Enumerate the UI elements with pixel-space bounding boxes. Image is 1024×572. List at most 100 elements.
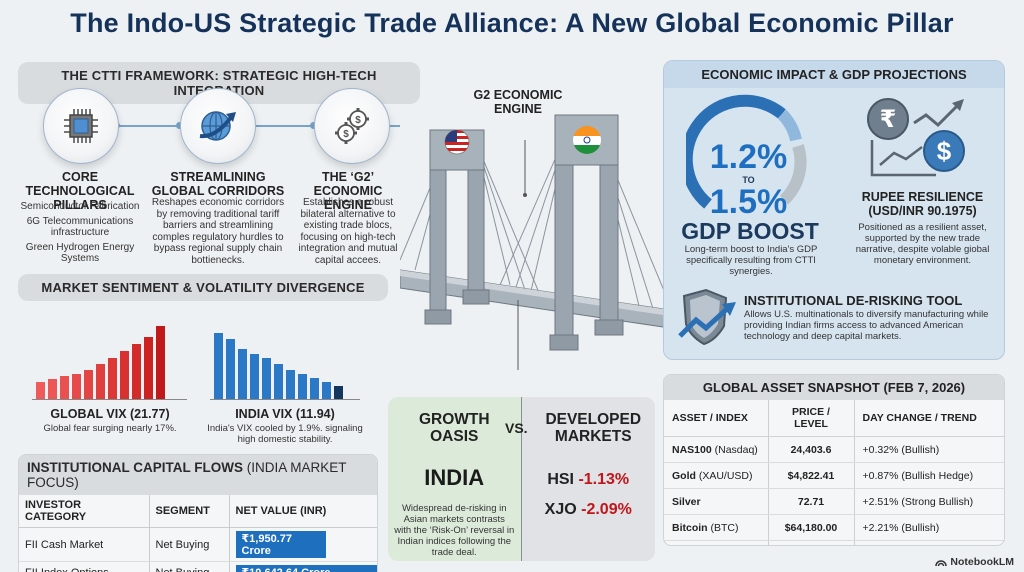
brand-text: NotebookLM [950, 556, 1014, 568]
vix-bar [156, 326, 165, 399]
rupee-desc: Positioned as a resilient asset, support… [855, 222, 990, 266]
market-item: XJO -2.09% [528, 501, 650, 519]
asset-change: +0.87% (Bullish Hedge) [853, 462, 1004, 489]
table-row: Bitcoin (BTC) $64,180.00 +2.21% (Bullish… [664, 514, 1004, 541]
asset-price: $64,180.00 [767, 514, 854, 541]
rupee-title: RUPEE RESILIENCE (USD/INR 90.1975) [850, 190, 995, 218]
svg-text:₹: ₹ [880, 105, 897, 133]
gdp-high-value: 1.5% [709, 183, 788, 221]
bridge-label: G2 ECONOMIC ENGINE [473, 88, 563, 116]
vix-bar [36, 382, 45, 399]
pillar-item: 6G Telecommunications infrastructure [26, 215, 134, 239]
asset-name-sub: (BTC) [707, 521, 739, 534]
segment-cell: Net Buying [148, 561, 229, 572]
asset-name: Bitcoin (BTC) [664, 514, 768, 541]
ctti-item-2-title: STREAMLINING GLOBAL CORRIDORS [151, 170, 285, 198]
table-row: Silver 72.71 +2.51% (Strong Bullish) [664, 488, 1004, 515]
rupee-title-line: RUPEE RESILIENCE [861, 190, 984, 204]
svg-text:$: $ [355, 115, 361, 126]
vix-bar [250, 354, 259, 399]
india-vix-chart [210, 320, 360, 400]
table-row: FII Cash Market Net Buying ₹1,950.77 Cro… [19, 527, 377, 562]
vix-bar [274, 364, 283, 399]
developed-markets-side: DEVELOPED MARKETS HSI -1.13% XJO -2.09% [521, 397, 655, 561]
flows-header-light: (INDIA MARKET FOCUS) [27, 460, 347, 490]
asset-name-text: Gold [672, 469, 696, 482]
ctti-item-2-badge [180, 88, 256, 164]
market-change: -2.09% [581, 501, 632, 518]
connector-dot [310, 122, 317, 129]
column-header: DAY CHANGE / TREND [853, 400, 1004, 437]
gdp-desc: Long-term boost to India's GDP specifica… [684, 244, 818, 277]
vix-bar [334, 386, 343, 399]
asset-snapshot-panel: GLOBAL ASSET SNAPSHOT (FEB 7, 2026) ASSE… [663, 374, 1005, 546]
economic-impact-header: ECONOMIC IMPACT & GDP PROJECTIONS [664, 61, 1004, 88]
page-title: The Indo-US Strategic Trade Alliance: A … [70, 8, 954, 38]
asset-snapshot-header: GLOBAL ASSET SNAPSHOT (FEB 7, 2026) [664, 375, 1004, 400]
value-bar: ₹1,950.77 Crore [235, 531, 326, 558]
asset-price: 24,403.6 [767, 436, 854, 463]
column-header: ASSET / INDEX [664, 400, 768, 437]
column-header: PRICE / LEVEL [767, 400, 854, 437]
asset-change: +2.51% (Strong Bullish) [853, 488, 1004, 515]
derisk-title: INSTITUTIONAL DE-RISKING TOOL [744, 293, 963, 308]
pillar-item: Semiconductor Fabrication [20, 201, 140, 212]
column-header: SEGMENT [148, 495, 229, 528]
gdp-gauge [686, 94, 807, 209]
microchip-icon [64, 109, 98, 143]
asset-change: +0.32% (Bullish) [853, 436, 1004, 463]
vix-bar [310, 378, 319, 399]
growth-oasis-side: GROWTH OASIS INDIA Widespread de-risking… [388, 397, 522, 561]
gears-dollar-icon: $ $ [335, 108, 369, 144]
notebooklm-logo-icon [935, 560, 948, 567]
asset-name-text: NAS100 [672, 443, 712, 456]
rupee-title-line: (USD/INR 90.1975) [868, 204, 977, 218]
connector-dot [176, 122, 183, 129]
category-cell: FII Cash Market [19, 527, 149, 562]
market-name: XJO [544, 501, 577, 518]
global-vix-chart [32, 320, 187, 400]
asset-change: +2.21% (Bullish) [853, 514, 1004, 541]
pillar-item: Green Hydrogen Energy Systems [25, 241, 135, 265]
brand-mark: NotebookLM [935, 556, 1014, 568]
ctti-item-1-title: CORE TECHNOLOGICAL PILLARS [25, 170, 135, 212]
table-row: NIFTY 50 25,693.70 +0.2% (Island Reversa… [664, 540, 1004, 545]
vix-bar [262, 358, 271, 399]
category-cell: FII Index Options [19, 561, 149, 572]
market-item: HSI -1.13% [528, 471, 650, 489]
vix-bar [144, 337, 153, 399]
flows-header-bold: INSTITUTIONAL CAPITAL FLOWS [27, 460, 243, 475]
india-vix-desc: India's VIX cooled by 1.9%. signaling hi… [207, 423, 363, 445]
asset-name: Silver [664, 488, 768, 515]
asset-change: +0.2% (Island Reversal) [853, 540, 1004, 545]
value-cell: ₹1,950.77 Crore [228, 527, 377, 562]
table-row: Gold (XAU/USD) $4,822.41 +0.87% (Bullish… [664, 462, 1004, 489]
ctti-item-2-desc: Reshapes economic corridors by removing … [151, 197, 285, 266]
globe-arrow-icon [199, 111, 236, 141]
capital-flows-table: INVESTOR CATEGORY SEGMENT NET VALUE (INR… [19, 495, 377, 572]
svg-text:$: $ [937, 136, 952, 166]
vix-bar [214, 333, 223, 399]
asset-name-text: Silver [672, 495, 701, 508]
vix-bar [238, 349, 247, 399]
vix-bar [226, 339, 235, 399]
asset-name: NAS100 (Nasdaq) [664, 436, 768, 463]
ctti-item-3-badge: $ $ [314, 88, 390, 164]
global-vix-label: GLOBAL VIX (21.77) [50, 407, 170, 421]
vix-bar [298, 374, 307, 399]
vix-bar [72, 374, 81, 399]
column-header: INVESTOR CATEGORY [19, 495, 149, 528]
rupee-dollar-icon: ₹ $ [867, 98, 965, 177]
ctti-item-1-badge [43, 88, 119, 164]
vix-bar [132, 344, 141, 399]
developed-markets-heading: DEVELOPED MARKETS [545, 411, 642, 445]
india-flag-icon [573, 126, 601, 154]
vix-bar [108, 358, 117, 399]
vs-label: VS. [505, 420, 528, 436]
ctti-item-3-title: THE ‘G2’ ECONOMIC ENGINE [313, 170, 383, 212]
india-label: INDIA [424, 465, 485, 490]
svg-text:$: $ [343, 129, 349, 140]
growth-oasis-desc: Widespread de-risking in Asian markets c… [394, 503, 515, 558]
asset-name: Gold (XAU/USD) [664, 462, 768, 489]
vix-bar [84, 370, 93, 399]
